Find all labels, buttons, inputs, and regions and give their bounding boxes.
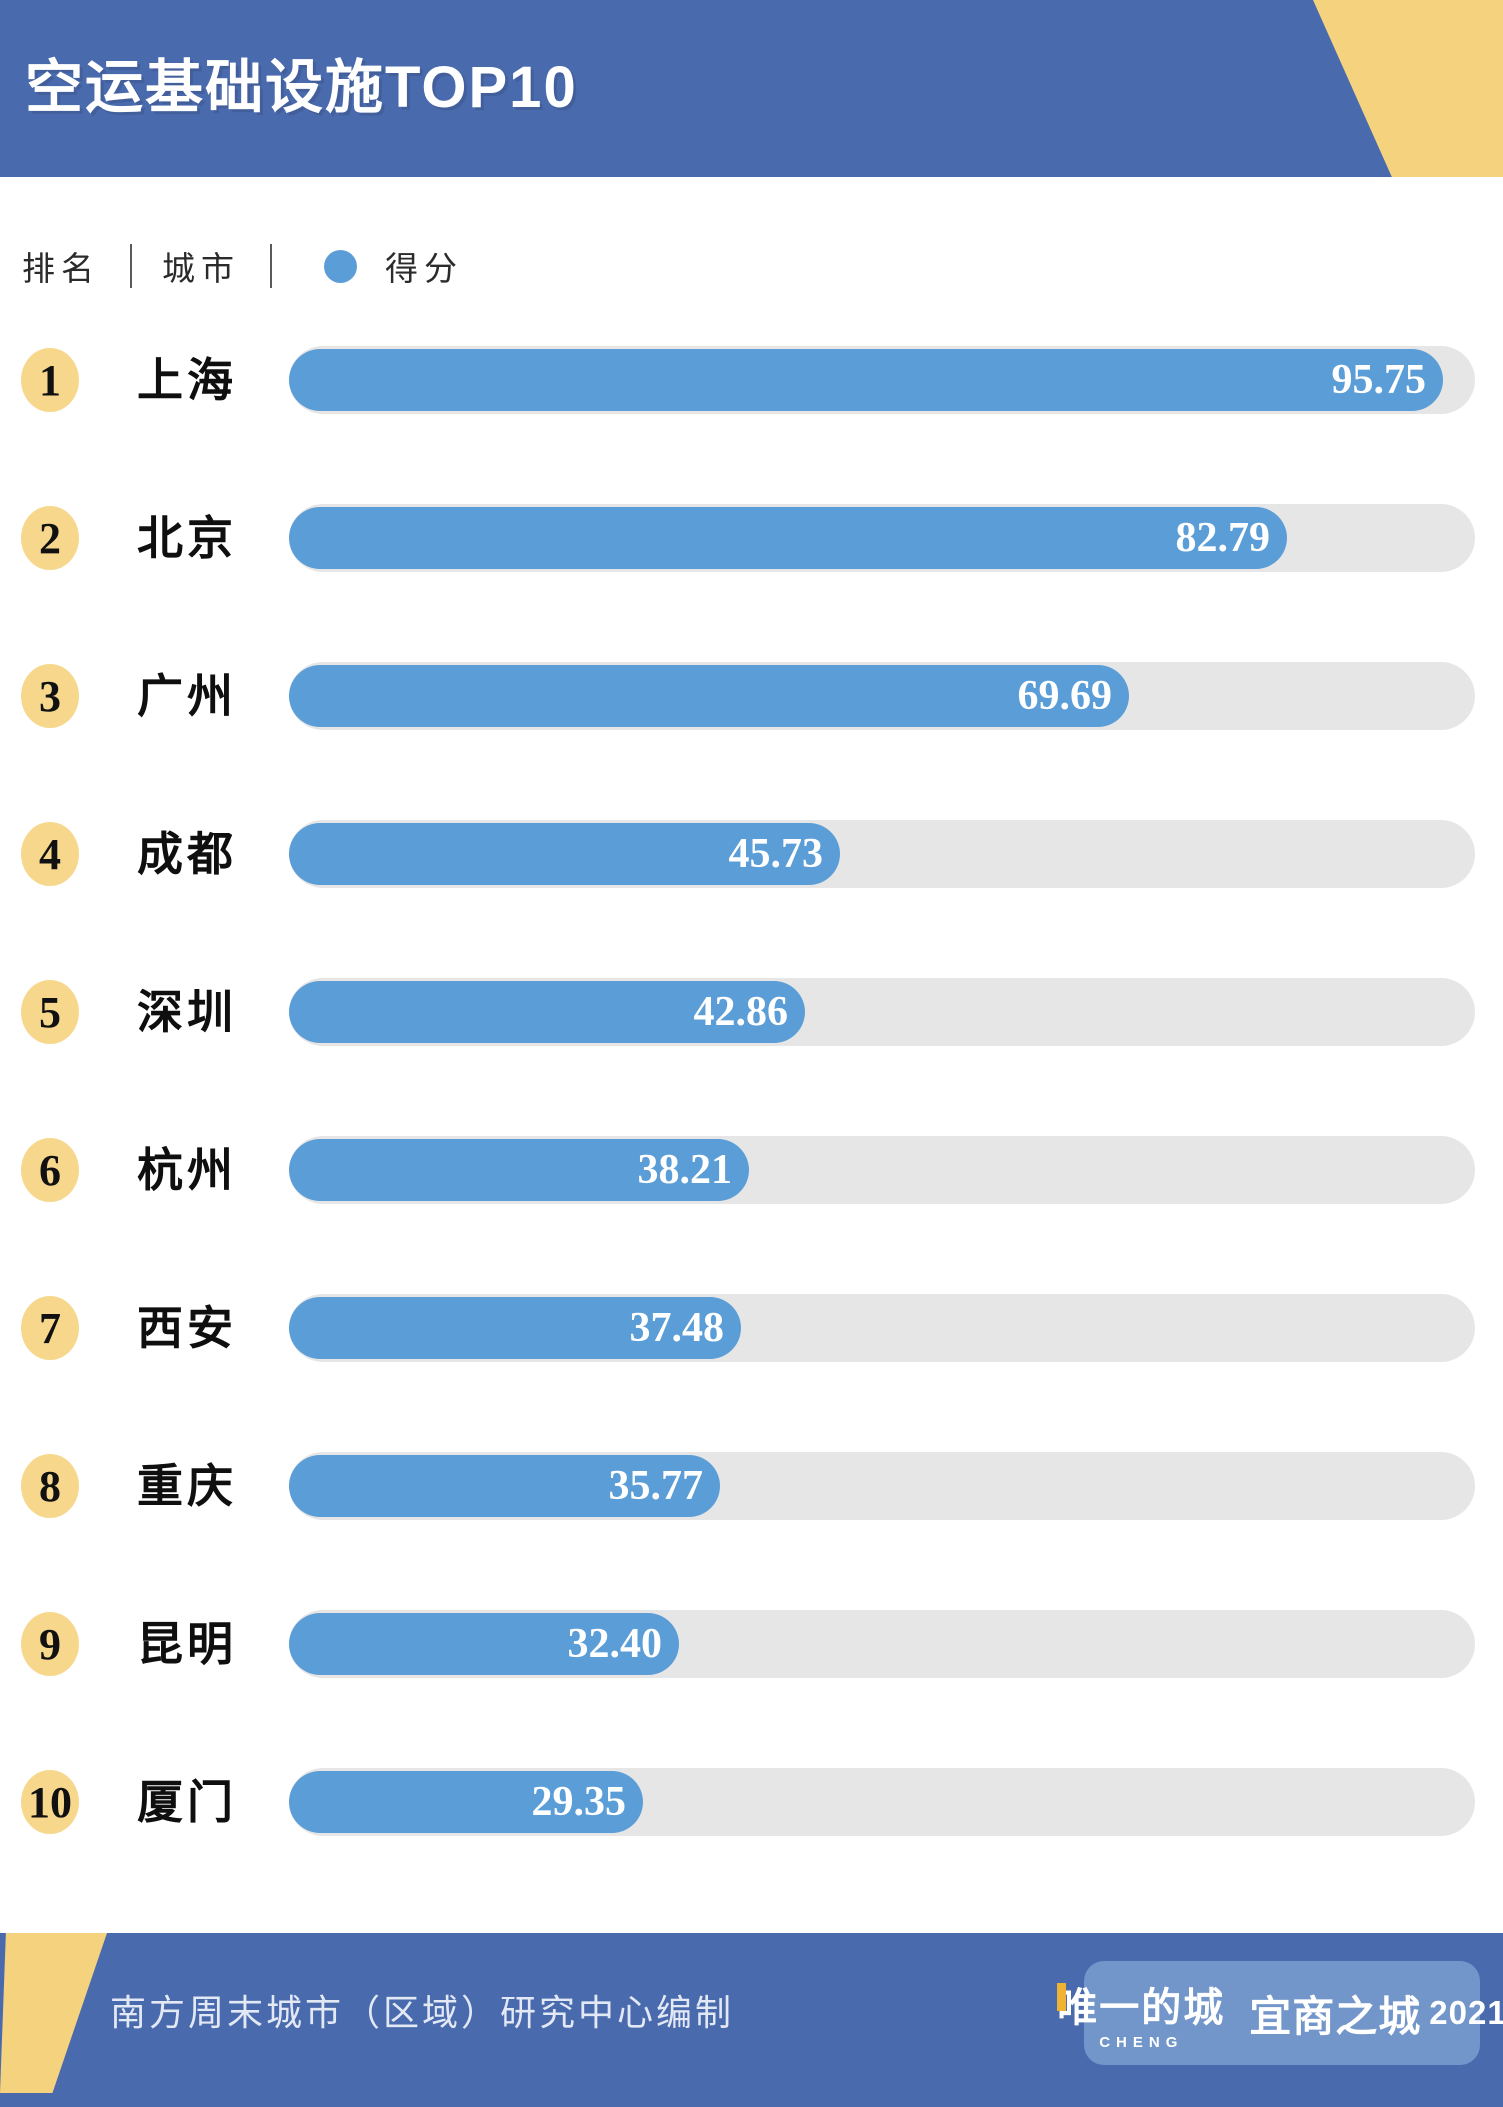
score-value: 95.75 (1331, 357, 1427, 403)
logo-year-text: 2021 (1429, 1994, 1503, 2031)
rank-badge: 2 (21, 506, 79, 570)
legend-rank-label: 排名 (22, 250, 100, 287)
ranking-row: 3 广州 69.69 (0, 662, 1503, 730)
city-label: 上海 (137, 354, 237, 406)
city-label: 北京 (137, 512, 237, 564)
rank-badge: 5 (21, 980, 79, 1044)
logo-series-text: 宜商之城 (1249, 1992, 1422, 2040)
ranking-row: 6 杭州 38.21 (0, 1136, 1503, 1204)
score-track: 35.77 (289, 1452, 1475, 1520)
ranking-row: 1 上海 95.75 (0, 346, 1503, 414)
logo-brand-subtext: CHENG (1099, 2034, 1184, 2051)
ranking-row: 5 深圳 42.86 (0, 978, 1503, 1046)
logo-brand-text: 唯一的城 (1057, 1975, 1225, 2033)
rank-badge: 3 (21, 664, 79, 728)
score-bar: 32.40 (289, 1613, 679, 1675)
footer: 南方周末城市（区域）研究中心编制 唯一的城 CHENG 宜商之城 2021 (0, 1933, 1503, 2107)
publisher-logo: 唯一的城 CHENG 宜商之城 2021 (1057, 1961, 1503, 2065)
score-value: 69.69 (1017, 673, 1113, 719)
logo-yellow-accent-icon (1057, 1983, 1067, 2011)
score-track: 69.69 (289, 662, 1475, 730)
ranking-row: 8 重庆 35.77 (0, 1452, 1503, 1520)
ranking-row: 2 北京 82.79 (0, 504, 1503, 572)
score-track: 38.21 (289, 1136, 1475, 1204)
logo-brand-characters: 唯一的城 (1057, 1986, 1226, 2030)
rank-badge: 7 (21, 1296, 79, 1360)
rank-badge: 10 (21, 1770, 79, 1834)
score-track: 42.86 (289, 978, 1475, 1046)
city-label: 成都 (137, 828, 237, 880)
score-value: 32.40 (567, 1621, 663, 1667)
city-label: 深圳 (137, 986, 237, 1038)
rank-number: 9 (39, 1619, 61, 1669)
ranking-row: 10 厦门 29.35 (0, 1768, 1503, 1836)
credit-text: 南方周末城市（区域）研究中心编制 (110, 1992, 735, 2033)
rank-number: 5 (39, 987, 61, 1037)
ranking-row: 7 西安 37.48 (0, 1294, 1503, 1362)
legend-divider-icon (270, 244, 272, 288)
score-bar: 37.48 (289, 1297, 741, 1359)
rank-number: 4 (39, 829, 61, 879)
city-label: 重庆 (137, 1460, 237, 1512)
header-banner: 空运基础设施TOP10 (0, 0, 1503, 177)
footer-corner-decoration (0, 1933, 107, 2093)
score-value: 82.79 (1175, 515, 1271, 561)
score-value: 42.86 (693, 989, 789, 1035)
rank-number: 1 (39, 355, 61, 405)
rank-number: 10 (28, 1777, 72, 1827)
score-bar: 35.77 (289, 1455, 720, 1517)
score-track: 37.48 (289, 1294, 1475, 1362)
score-track: 95.75 (289, 346, 1475, 414)
ranking-row: 4 成都 45.73 (0, 820, 1503, 888)
legend-score-label: 得分 (385, 250, 463, 287)
legend: 排名 城市 得分 (22, 240, 463, 292)
rank-badge: 6 (21, 1138, 79, 1202)
rank-number: 8 (39, 1461, 61, 1511)
score-bar: 82.79 (289, 507, 1287, 569)
city-label: 广州 (137, 670, 237, 722)
rank-badge: 8 (21, 1454, 79, 1518)
legend-city-label: 城市 (162, 250, 240, 287)
logo-brand-block: 唯一的城 CHENG (1057, 1975, 1225, 2051)
legend-divider-icon (130, 244, 132, 288)
rank-badge: 9 (21, 1612, 79, 1676)
score-dot-icon (324, 249, 357, 283)
city-label: 厦门 (137, 1776, 237, 1828)
score-bar: 95.75 (289, 349, 1443, 411)
city-label: 西安 (137, 1302, 237, 1354)
score-bar: 42.86 (289, 981, 805, 1043)
city-label: 昆明 (137, 1618, 237, 1670)
rank-number: 6 (39, 1145, 61, 1195)
rank-badge: 4 (21, 822, 79, 886)
score-bar: 29.35 (289, 1771, 643, 1833)
score-track: 82.79 (289, 504, 1475, 572)
score-track: 29.35 (289, 1768, 1475, 1836)
score-bar: 69.69 (289, 665, 1129, 727)
rank-number: 2 (39, 513, 61, 563)
city-label: 杭州 (137, 1144, 237, 1196)
score-bar: 45.73 (289, 823, 840, 885)
score-value: 38.21 (637, 1147, 733, 1193)
score-bar: 38.21 (289, 1139, 749, 1201)
score-track: 45.73 (289, 820, 1475, 888)
page-title: 空运基础设施TOP10 (25, 55, 578, 120)
ranking-row: 9 昆明 32.40 (0, 1610, 1503, 1678)
score-value: 37.48 (629, 1305, 725, 1351)
rank-badge: 1 (21, 348, 79, 412)
score-track: 32.40 (289, 1610, 1475, 1678)
score-value: 29.35 (531, 1779, 627, 1825)
rank-number: 7 (39, 1303, 61, 1353)
rank-number: 3 (39, 671, 61, 721)
score-value: 35.77 (608, 1463, 704, 1509)
score-value: 45.73 (728, 831, 824, 877)
